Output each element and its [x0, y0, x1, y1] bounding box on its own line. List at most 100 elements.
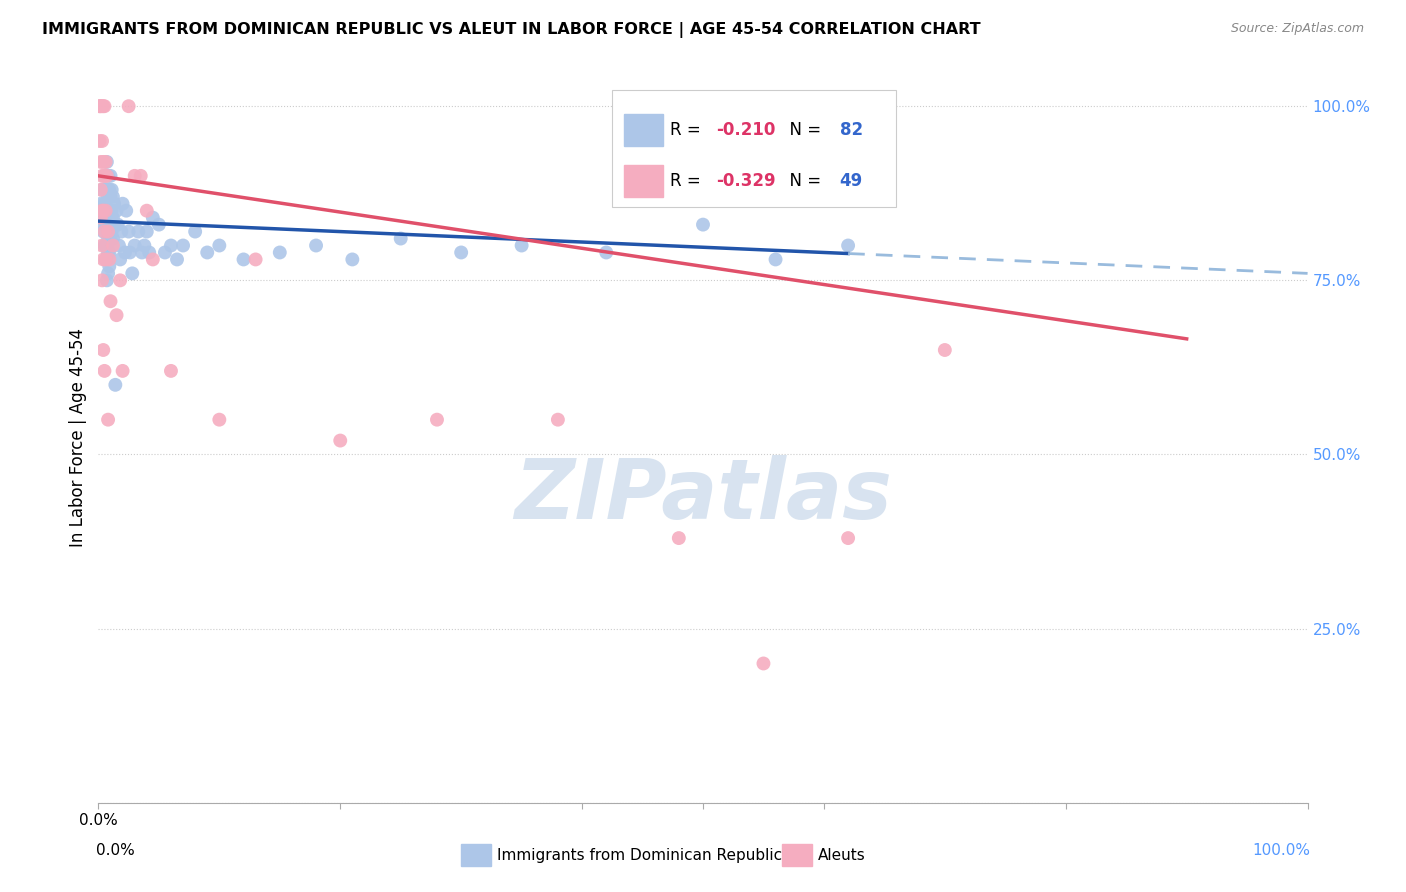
Point — [91, 169, 114, 183]
Point — [94, 203, 117, 218]
Text: Aleuts: Aleuts — [818, 848, 866, 863]
Point — [94, 183, 117, 197]
Text: ZIPatlas: ZIPatlas — [515, 455, 891, 536]
Point — [94, 252, 117, 267]
Point — [96, 252, 118, 267]
Point — [111, 364, 134, 378]
Point — [97, 231, 120, 245]
Point — [97, 245, 120, 260]
Point — [510, 238, 533, 252]
Point — [104, 377, 127, 392]
Point — [107, 218, 129, 232]
Point — [91, 252, 114, 267]
Point — [595, 245, 617, 260]
Point — [91, 99, 114, 113]
Point — [100, 203, 122, 218]
Point — [89, 134, 111, 148]
Point — [100, 294, 122, 309]
Point — [142, 252, 165, 267]
Point — [172, 238, 194, 252]
Point — [105, 203, 128, 218]
Point — [100, 231, 122, 245]
Point — [934, 343, 956, 357]
Point — [98, 252, 121, 267]
Point — [105, 308, 128, 322]
Point — [668, 531, 690, 545]
Point — [90, 196, 112, 211]
Point — [97, 412, 120, 426]
Point — [100, 183, 122, 197]
Point — [124, 238, 146, 252]
Point — [98, 260, 121, 274]
Point — [90, 99, 112, 113]
Point — [94, 218, 117, 232]
Point — [142, 211, 165, 225]
Text: -0.329: -0.329 — [716, 172, 776, 190]
Y-axis label: In Labor Force | Age 45-54: In Labor Force | Age 45-54 — [69, 327, 87, 547]
Text: 82: 82 — [839, 121, 863, 139]
Point — [90, 155, 112, 169]
Point — [96, 155, 118, 169]
Text: -0.210: -0.210 — [716, 121, 776, 139]
Point — [108, 238, 131, 252]
Point — [100, 190, 122, 204]
Point — [98, 203, 121, 218]
Point — [91, 203, 114, 218]
Point — [166, 252, 188, 267]
Point — [93, 364, 115, 378]
Point — [98, 245, 121, 260]
Bar — [782, 845, 811, 866]
Point — [135, 203, 157, 218]
Point — [91, 343, 114, 357]
Point — [97, 169, 120, 183]
Point — [93, 99, 115, 113]
Point — [91, 155, 114, 169]
Point — [89, 99, 111, 113]
Point — [94, 155, 117, 169]
Point — [118, 225, 141, 239]
Point — [134, 238, 156, 252]
Point — [837, 238, 859, 252]
Point — [96, 238, 118, 252]
Point — [91, 225, 114, 239]
Point — [111, 196, 134, 211]
Point — [232, 252, 254, 267]
Point — [101, 211, 124, 225]
Point — [118, 245, 141, 260]
Point — [115, 203, 138, 218]
Point — [100, 225, 122, 239]
Text: N =: N = — [779, 121, 827, 139]
Text: N =: N = — [779, 172, 827, 190]
Point — [96, 183, 118, 197]
Point — [100, 211, 122, 225]
Point — [208, 238, 231, 252]
Point — [91, 99, 114, 113]
Point — [329, 434, 352, 448]
Point — [127, 225, 149, 239]
Point — [160, 364, 183, 378]
Point — [96, 218, 118, 232]
Point — [124, 169, 146, 183]
Bar — [624, 114, 664, 146]
Point — [131, 245, 153, 260]
Point — [94, 252, 117, 267]
Point — [837, 531, 859, 545]
Text: Source: ZipAtlas.com: Source: ZipAtlas.com — [1230, 22, 1364, 36]
Point — [89, 99, 111, 113]
Point — [94, 203, 117, 218]
Point — [91, 183, 114, 197]
Point — [96, 203, 118, 218]
Point — [305, 238, 328, 252]
Point — [547, 412, 569, 426]
Point — [135, 225, 157, 239]
Point — [101, 231, 124, 245]
Point — [100, 169, 122, 183]
Bar — [624, 165, 664, 197]
Point — [389, 231, 412, 245]
Text: Immigrants from Dominican Republic: Immigrants from Dominican Republic — [498, 848, 783, 863]
Point — [90, 211, 112, 225]
Point — [93, 218, 115, 232]
Point — [97, 190, 120, 204]
Point — [269, 245, 291, 260]
Point — [195, 245, 218, 260]
